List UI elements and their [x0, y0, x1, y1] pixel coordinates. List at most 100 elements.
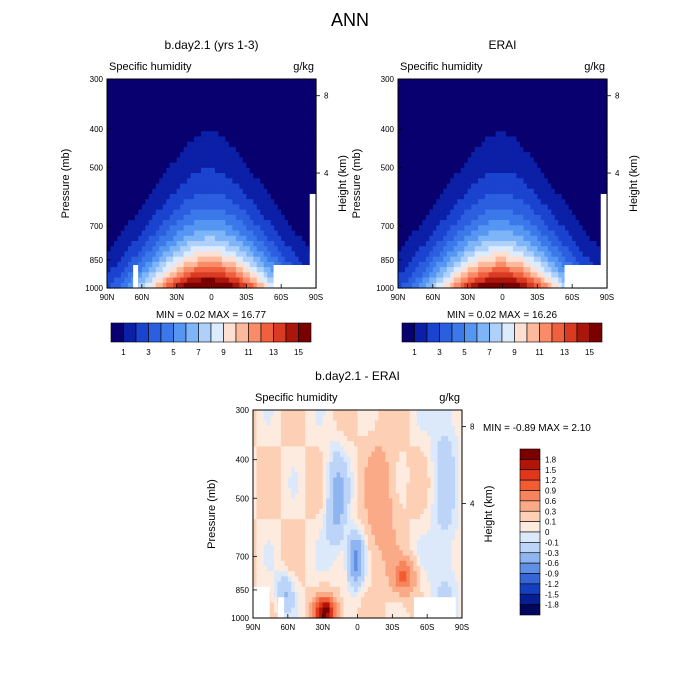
contour-cell	[575, 220, 580, 226]
contour-cell	[242, 141, 247, 148]
contour-cell	[145, 146, 150, 153]
contour-cell	[404, 277, 410, 284]
contour-cell	[187, 115, 192, 122]
contour-cell	[593, 89, 598, 96]
contour-cell	[537, 246, 542, 253]
contour-cell	[267, 126, 272, 132]
contour-cell	[291, 84, 296, 91]
contour-cell	[242, 246, 247, 253]
contour-cell	[312, 89, 317, 96]
contour-cell	[398, 110, 403, 117]
contour-cell	[495, 120, 500, 127]
contour-cell	[117, 272, 122, 279]
contour-cell	[354, 415, 359, 421]
contour-cell	[302, 251, 307, 258]
contour-cell	[197, 220, 202, 226]
contour-cell	[201, 246, 206, 253]
contour-cell	[256, 84, 261, 91]
contour-cell	[183, 204, 188, 211]
contour-cell	[460, 246, 465, 253]
contour-cell	[270, 115, 275, 122]
contour-cell	[561, 84, 566, 91]
contour-cell	[138, 220, 143, 226]
contour-cell	[600, 120, 605, 127]
contour-cell	[249, 152, 254, 158]
contour-cell	[162, 84, 167, 91]
contour-cell	[291, 110, 296, 117]
contour-cell	[225, 256, 230, 263]
contour-cell	[378, 410, 383, 416]
contour-cell	[291, 120, 296, 127]
contour-cell	[547, 94, 552, 101]
contour-cell	[478, 256, 483, 263]
contour-cell	[312, 120, 317, 127]
contour-cell	[208, 105, 213, 111]
contour-cell	[439, 157, 444, 164]
contour-cell	[425, 99, 430, 106]
contour-cell	[411, 110, 417, 117]
contour-cell	[436, 105, 441, 111]
contour-cell	[201, 120, 206, 127]
contour-cell	[221, 272, 227, 279]
contour-cell	[312, 99, 317, 106]
contour-cell	[277, 152, 282, 158]
contour-cell	[267, 178, 272, 185]
contour-cell	[291, 235, 296, 242]
contour-cell	[533, 246, 538, 253]
contour-cell	[295, 173, 300, 179]
contour-cell	[523, 183, 528, 190]
contour-cell	[281, 167, 286, 174]
contour-cell	[404, 79, 410, 85]
contour-cell	[418, 173, 423, 179]
contour-cell	[519, 199, 524, 205]
contour-cell	[558, 126, 563, 132]
contour-cell	[253, 167, 258, 174]
contour-cell	[138, 199, 143, 205]
contour-cell	[134, 193, 139, 200]
contour-cell	[155, 110, 160, 117]
contour-cell	[509, 136, 514, 143]
contour-cell	[492, 131, 497, 138]
contour-cell	[298, 79, 303, 85]
contour-cell	[401, 120, 406, 127]
contour-cell	[404, 188, 410, 195]
contour-cell	[460, 235, 465, 242]
contour-cell	[127, 120, 132, 127]
contour-cell	[260, 178, 265, 185]
contour-cell	[180, 89, 185, 96]
contour-cell	[218, 120, 223, 127]
contour-cell	[228, 79, 233, 85]
contour-cell	[113, 79, 119, 85]
contour-cell	[436, 146, 441, 153]
contour-cell	[499, 146, 504, 153]
contour-cell	[603, 120, 608, 127]
contour-cell	[183, 220, 188, 226]
contour-cell	[197, 282, 202, 289]
contour-cell	[319, 410, 324, 416]
contour-cell	[446, 235, 451, 242]
contour-cell	[478, 220, 483, 226]
contour-cell	[124, 225, 129, 232]
contour-cell	[274, 146, 279, 153]
contour-cell	[208, 246, 213, 253]
contour-cell	[260, 99, 265, 106]
contour-cell	[460, 141, 465, 148]
contour-cell	[505, 173, 511, 179]
contour-cell	[284, 99, 289, 106]
contour-cell	[284, 79, 289, 85]
contour-cell	[256, 131, 261, 138]
contour-cell	[453, 188, 458, 195]
contour-cell	[284, 209, 289, 216]
contour-cell	[197, 152, 202, 158]
contour-cell	[596, 120, 601, 127]
contour-cell	[418, 105, 423, 111]
contour-cell	[432, 193, 437, 200]
contour-cell	[464, 267, 469, 273]
contour-cell	[408, 256, 413, 263]
contour-cell	[256, 173, 261, 179]
contour-cell	[134, 157, 139, 164]
contour-cell	[575, 251, 580, 258]
y-tick-label: 700	[90, 222, 104, 231]
contour-cell	[512, 84, 518, 91]
contour-cell	[235, 225, 240, 232]
